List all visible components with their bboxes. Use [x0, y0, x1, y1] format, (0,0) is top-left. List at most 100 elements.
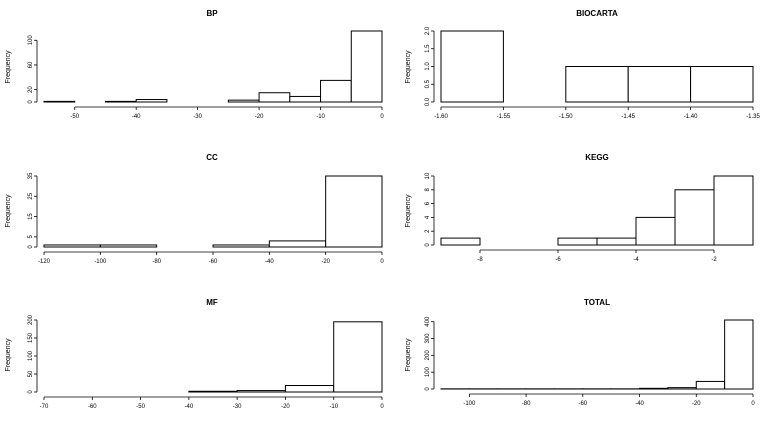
histogram-bar — [268, 240, 327, 248]
histogram-bar — [227, 99, 260, 103]
x-tick-label: -70 — [40, 404, 49, 410]
y-axis-label: Frequency — [5, 194, 12, 228]
histogram-bar — [212, 244, 270, 248]
y-tick-label: 300 — [425, 333, 431, 344]
y-tick-label: 2 — [425, 229, 431, 233]
y-axis-label: Frequency — [405, 194, 412, 228]
histogram-bar — [284, 385, 335, 393]
histogram-bar — [289, 95, 322, 103]
chart-title: KEGG — [585, 153, 609, 162]
x-tick-label: 0 — [380, 404, 384, 410]
histogram-bar — [713, 175, 754, 246]
panel-cc: CC Frequency -120 -100 -80 -60 -40 -20 0 0 5 15 25… — [5, 153, 384, 265]
plot-area: -120 -100 -80 -60 -40 -20 0 0 5 15 25 35 — [28, 172, 384, 265]
y-tick-label: 200 — [425, 350, 431, 361]
y-tick-label: 100 — [28, 350, 34, 361]
panel-biocarta: BIOCARTA Frequency -1.60 -1.55 -1.50 -1.45-… — [405, 9, 760, 120]
y-tick-label: 25 — [28, 192, 34, 199]
x-tick-label: -20 — [281, 404, 290, 410]
x-tick-label: -40 — [635, 401, 644, 407]
x-tick-label: -1.60 — [434, 114, 448, 120]
x-tick-label: -30 — [233, 404, 242, 410]
x-tick-label: 0 — [380, 114, 384, 120]
chart-title: MF — [206, 298, 218, 307]
plot-area: -50 -40 -30 -20 -10 0 0 20 60 100 — [28, 30, 384, 120]
y-tick-label: 150 — [28, 332, 34, 343]
plot-area: -70 -60 -50 -40 -30 -20 -10 0 0 50 100 150 200 — [28, 314, 384, 410]
x-tick-label: -8 — [477, 257, 483, 263]
x-tick-label: -80 — [522, 401, 531, 407]
histogram-bar — [674, 189, 715, 246]
panel-mf: MF Frequency -70 -60 -50 -40 -30 -20 -10 0 0 50 10… — [5, 298, 384, 410]
y-tick-label: 2.0 — [425, 26, 431, 35]
y-axis-label: Frequency — [5, 50, 12, 84]
y-axis-label: Frequency — [405, 50, 412, 84]
histogram-bar — [635, 216, 676, 246]
y-tick-label: 15 — [28, 213, 34, 220]
x-tick-label: -20 — [255, 114, 264, 120]
x-tick-label: -10 — [316, 114, 325, 120]
y-tick-label: 8 — [425, 187, 431, 191]
x-tick-label: -20 — [692, 401, 701, 407]
y-tick-label: 0 — [28, 100, 34, 104]
x-tick-label: -40 — [132, 114, 141, 120]
x-tick-label: -60 — [578, 401, 587, 407]
chart-title: CC — [206, 153, 218, 162]
x-tick-label: -100 — [463, 401, 476, 407]
y-tick-label: 0 — [28, 390, 34, 394]
histogram-bar — [695, 380, 726, 390]
plot-area: -1.60 -1.55 -1.50 -1.45 -1.40 -1.35 0.0 0.5 1.0 1… — [425, 26, 760, 120]
x-tick-label: -40 — [185, 404, 194, 410]
y-axis-label: Frequency — [405, 338, 412, 372]
y-tick-label: 5 — [28, 235, 34, 239]
x-tick-label: -6 — [555, 257, 561, 263]
y-tick-label: 20 — [28, 86, 34, 93]
y-tick-label: 100 — [28, 35, 34, 46]
histogram-bar — [236, 390, 286, 393]
histogram-bar — [320, 79, 352, 103]
histogram-bar — [188, 390, 238, 393]
y-tick-label: 10 — [425, 172, 431, 179]
histogram-bar — [440, 30, 504, 103]
histogram-bar — [724, 319, 754, 390]
histogram-bar — [104, 100, 137, 103]
histogram-bar — [333, 321, 383, 393]
panel-kegg: KEGG Frequency -8 -6 -4 -2 0 2 4 6 8 10 — [405, 153, 754, 263]
y-tick-label: 4 — [425, 215, 431, 219]
x-tick-label: -1.35 — [746, 114, 760, 120]
histogram-bar — [350, 30, 383, 103]
x-tick-label: -100 — [94, 259, 107, 265]
x-tick-label: -4 — [633, 257, 639, 263]
x-tick-label: -60 — [88, 404, 97, 410]
histogram-bar — [325, 175, 383, 248]
panel-total: TOTAL Frequency -100 -80 -60 -40 -20 0 0 100 200… — [405, 298, 755, 407]
y-tick-label: 400 — [425, 316, 431, 327]
histogram-bar — [440, 237, 481, 246]
y-tick-label: 0.0 — [425, 97, 431, 106]
histogram-bar — [43, 244, 101, 248]
histogram-bar — [43, 100, 76, 103]
chart-title: TOTAL — [584, 298, 610, 307]
histogram-bar — [667, 387, 697, 390]
x-tick-label: -20 — [321, 259, 330, 265]
x-tick-label: -1.50 — [559, 114, 573, 120]
plot-area: -8 -6 -4 -2 0 2 4 6 8 10 — [425, 172, 754, 263]
x-tick-label: -60 — [209, 259, 218, 265]
y-tick-label: 200 — [28, 314, 34, 325]
y-tick-label: 50 — [28, 370, 34, 377]
histogram-bar — [258, 92, 291, 103]
histogram-bar — [639, 387, 669, 390]
y-tick-label: 0 — [28, 245, 34, 249]
y-tick-label: 6 — [425, 201, 431, 205]
y-tick-label: 1.0 — [425, 62, 431, 71]
histogram-bar — [557, 237, 598, 246]
histogram-bar — [565, 66, 629, 103]
x-tick-label: -2 — [711, 257, 717, 263]
chart-title: BIOCARTA — [576, 9, 618, 18]
y-tick-label: 100 — [425, 367, 431, 378]
x-tick-label: -50 — [70, 114, 79, 120]
x-tick-label: -80 — [152, 259, 161, 265]
x-tick-label: -10 — [329, 404, 338, 410]
x-tick-label: -1.55 — [497, 114, 511, 120]
